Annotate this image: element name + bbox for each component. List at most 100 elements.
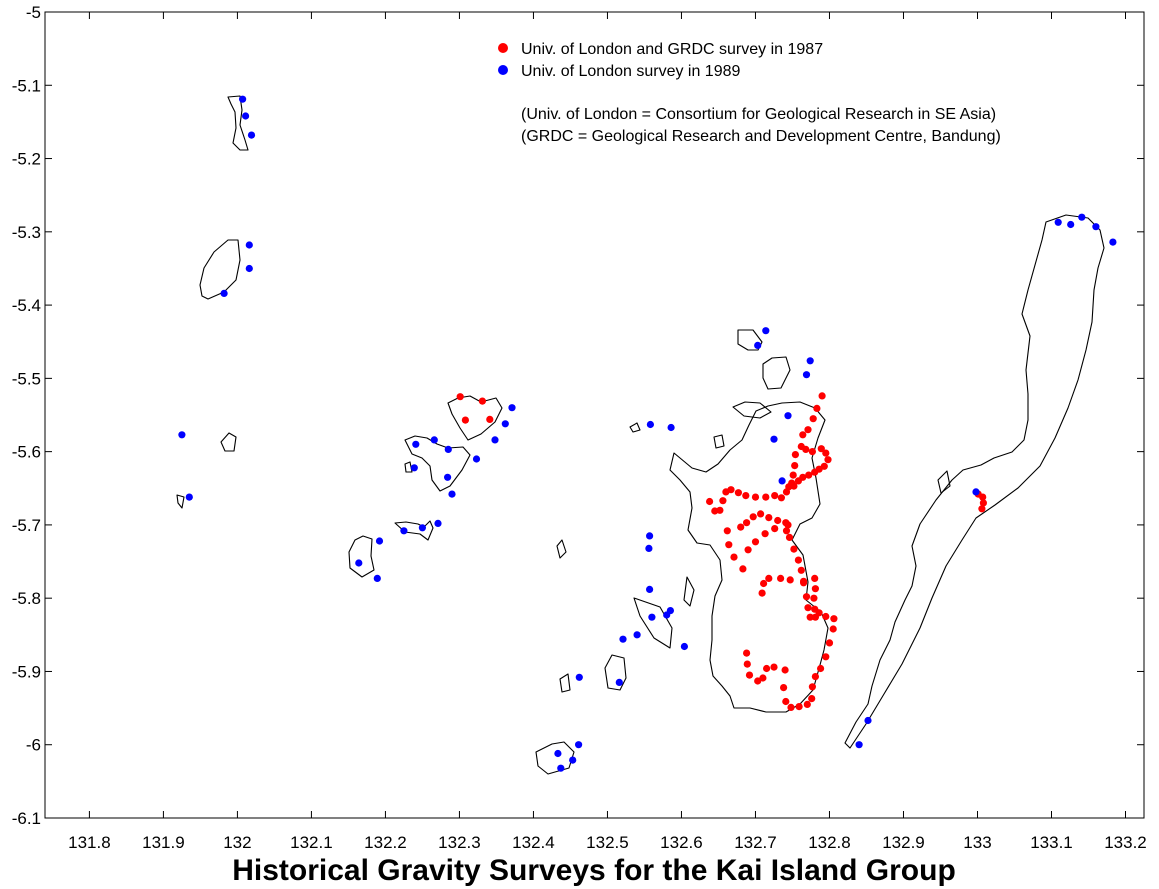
station-1987-18 xyxy=(751,493,760,501)
station-1987-30 xyxy=(822,449,830,457)
station-1987-54 xyxy=(743,519,751,527)
y-tick-label: -5.5 xyxy=(12,369,41,388)
station-1987-80 xyxy=(825,639,834,647)
y-tick-label: -5.9 xyxy=(12,662,41,681)
station-1989-51 xyxy=(1054,218,1062,226)
station-1989-38 xyxy=(663,611,671,619)
station-1989-24 xyxy=(762,327,770,335)
station-1987-84 xyxy=(808,683,817,691)
station-1987-77 xyxy=(786,576,794,584)
station-1987-90 xyxy=(780,684,788,692)
station-1987-19 xyxy=(742,492,750,500)
station-1987-23 xyxy=(719,497,727,505)
station-1987-64 xyxy=(806,613,814,621)
survey-stations xyxy=(178,95,1117,772)
station-1989-4 xyxy=(245,264,253,273)
station-1989-13 xyxy=(444,445,452,453)
station-1989-34 xyxy=(645,544,653,553)
station-1989-33 xyxy=(646,532,654,540)
station-1987-102 xyxy=(978,505,986,513)
station-1989-15 xyxy=(410,464,418,472)
station-1987-66 xyxy=(811,585,820,593)
station-1987-2 xyxy=(478,397,486,405)
legend-note-london: (Univ. of London = Consortium for Geolog… xyxy=(521,106,996,123)
x-tick-label: 132.2 xyxy=(364,833,407,852)
station-1987-41 xyxy=(725,541,733,549)
station-1989-5 xyxy=(220,289,228,297)
legend-marker-1987 xyxy=(498,43,508,53)
station-1987-4 xyxy=(818,392,826,400)
station-1987-44 xyxy=(744,546,752,554)
station-1989-28 xyxy=(784,412,792,420)
station-1987-56 xyxy=(782,519,790,527)
x-tick-label: 132.4 xyxy=(512,833,555,852)
station-1987-8 xyxy=(799,431,807,439)
station-1987-34 xyxy=(811,468,819,476)
station-1989-42 xyxy=(615,678,623,687)
station-1989-21 xyxy=(375,537,384,545)
map-title: Historical Gravity Surveys for the Kai I… xyxy=(232,854,956,887)
station-1987-27 xyxy=(802,445,810,453)
legend-label-1989: Univ. of London survey in 1989 xyxy=(521,63,741,80)
island-tayandu-b xyxy=(404,435,471,492)
station-1987-20 xyxy=(734,489,743,497)
station-1989-47 xyxy=(557,764,565,772)
station-1987-58 xyxy=(790,545,798,553)
station-1987-63 xyxy=(804,604,812,612)
station-1989-10 xyxy=(491,436,499,444)
x-tick-label: 132.7 xyxy=(734,833,777,852)
station-1987-93 xyxy=(763,664,771,673)
islet-central-2 xyxy=(633,597,673,649)
x-tick-label: 133 xyxy=(963,833,991,852)
station-1989-55 xyxy=(1109,238,1117,246)
station-1987-86 xyxy=(803,700,811,709)
y-tick-label: -5.2 xyxy=(12,150,41,169)
station-1989-0 xyxy=(239,95,247,103)
station-1989-11 xyxy=(412,440,420,448)
y-tick-label: -5.4 xyxy=(12,296,41,315)
station-1989-44 xyxy=(554,749,562,758)
station-1987-70 xyxy=(815,609,823,617)
station-1987-62 xyxy=(802,593,811,601)
station-1989-46 xyxy=(569,756,577,764)
station-1989-22 xyxy=(355,559,363,567)
islet-dullah-c xyxy=(732,401,772,419)
station-1987-97 xyxy=(743,660,751,668)
island-kur-main xyxy=(199,239,241,300)
station-1987-76 xyxy=(777,574,785,583)
station-1987-29 xyxy=(817,445,825,453)
islet-west-2 xyxy=(176,494,185,509)
station-1989-50 xyxy=(972,488,980,496)
station-1989-26 xyxy=(806,357,814,365)
station-1987-72 xyxy=(830,615,838,623)
station-1989-3 xyxy=(245,241,253,249)
station-1987-40 xyxy=(723,527,731,535)
station-1987-73 xyxy=(758,589,766,597)
station-1989-48 xyxy=(864,716,872,725)
station-1989-29 xyxy=(770,435,778,443)
station-1989-17 xyxy=(448,490,456,498)
station-1987-5 xyxy=(813,404,821,412)
station-1989-32 xyxy=(667,423,675,432)
station-1987-35 xyxy=(805,471,813,479)
station-1987-43 xyxy=(739,565,747,573)
station-1987-96 xyxy=(745,671,754,679)
coastlines xyxy=(176,95,1105,775)
station-1987-98 xyxy=(743,649,751,657)
y-tick-label: -6.1 xyxy=(12,809,41,828)
station-1987-25 xyxy=(711,507,719,515)
islet-central-3 xyxy=(604,654,627,691)
x-tick-label: 132.8 xyxy=(808,833,851,852)
islet-west-1 xyxy=(220,432,237,452)
station-1987-89 xyxy=(782,697,790,706)
station-1987-6 xyxy=(809,415,817,423)
islet-tayandu-c xyxy=(404,461,413,473)
legend-marker-1989 xyxy=(498,65,508,75)
station-1987-48 xyxy=(782,527,791,535)
station-1987-55 xyxy=(737,523,745,531)
station-1989-31 xyxy=(646,420,655,429)
station-1989-14 xyxy=(472,455,481,463)
islet-central-6 xyxy=(683,576,695,607)
station-1989-54 xyxy=(1092,223,1100,231)
islet-central-7 xyxy=(629,422,641,433)
